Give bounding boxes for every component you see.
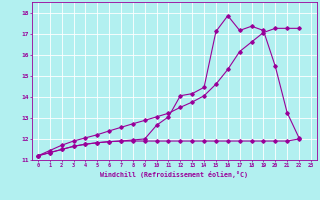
X-axis label: Windchill (Refroidissement éolien,°C): Windchill (Refroidissement éolien,°C) xyxy=(100,171,248,178)
